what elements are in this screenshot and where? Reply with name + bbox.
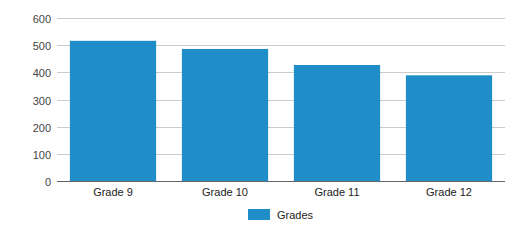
bars — [70, 41, 492, 181]
x-tick-label: Grade 9 — [93, 186, 133, 198]
grid-line — [57, 181, 505, 182]
y-tick-label: 200 — [33, 122, 51, 134]
y-tick-label: 500 — [33, 40, 51, 52]
x-axis-line — [57, 181, 505, 182]
y-tick-label: 600 — [33, 13, 51, 25]
bar — [406, 75, 492, 181]
x-tick-label: Grade 12 — [426, 186, 472, 198]
bar — [182, 49, 268, 181]
x-tick-label: Grade 11 — [314, 186, 359, 198]
y-tick-label: 0 — [45, 176, 51, 188]
x-tick-label: Grade 10 — [202, 186, 248, 198]
bar — [294, 65, 380, 181]
legend-swatch — [248, 209, 270, 220]
bar — [70, 41, 156, 181]
y-tick-label: 300 — [33, 95, 51, 107]
legend-label: Grades — [277, 209, 314, 221]
grid-line — [57, 18, 505, 19]
y-tick-label: 400 — [33, 67, 51, 79]
chart: 0 100 200 300 400 500 600 Grade 9 Grade 10 Grade … — [0, 0, 524, 230]
y-tick-label: 100 — [33, 149, 51, 161]
